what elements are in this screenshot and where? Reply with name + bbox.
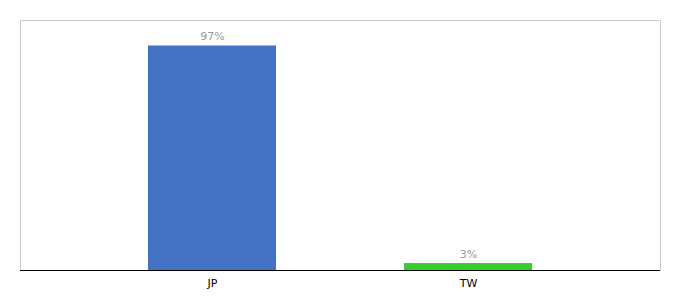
svg-text:97%: 97% [200,30,224,43]
svg-text:TW: TW [459,277,478,290]
svg-text:3%: 3% [460,248,477,261]
svg-text:JP: JP [207,277,218,290]
